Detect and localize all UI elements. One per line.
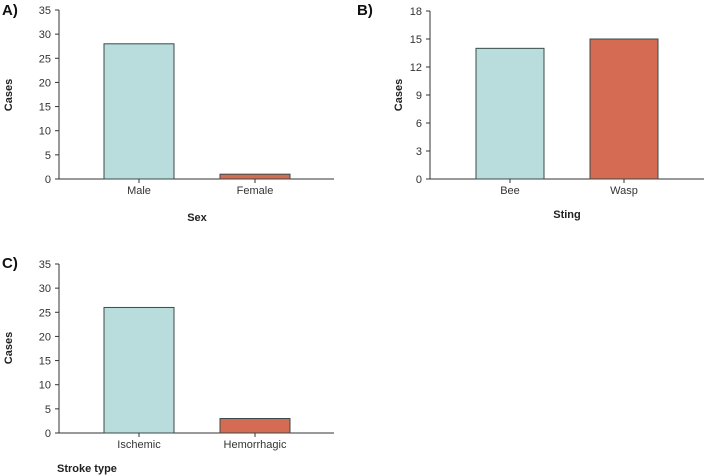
y-axis-label: Cases [393,79,405,111]
bar-ischemic [103,306,175,434]
y-tick-label: 20 [39,77,51,89]
y-tick-label: 0 [45,174,51,186]
x-tick-label: Bee [500,185,520,197]
y-tick-label: 0 [45,428,51,440]
x-tick-label: Female [237,185,274,197]
y-tick-label: 15 [410,34,422,46]
y-tick-label: 5 [45,150,51,162]
bar-bee [475,47,545,180]
chart-sex: A) Cases Sex 0 5 10 15 20 25 30 35 Male Female [2,2,334,224]
y-axis-label: Cases [3,332,15,364]
x-axis-label: Sex [187,212,207,224]
y-axis-label: Cases [3,79,15,111]
bar-male [103,43,175,180]
y-tick-label: 15 [39,102,51,114]
y-tick-label: 30 [39,29,51,41]
y-tick-label: 10 [39,126,51,138]
y-tick-label: 25 [39,307,51,319]
chart-stroke-type: C) Cases Stroke type 0 5 10 15 20 25 30 35 Ische… [2,255,334,475]
y-tick-label: 25 [39,53,51,65]
x-tick-label: Wasp [610,185,638,197]
x-tick-label: Male [127,185,151,197]
y-tick-label: 35 [39,5,51,17]
bar-female [219,173,291,180]
panel-label-b: B) [357,2,373,19]
bar-hemorrhagic [219,418,291,434]
y-tick-label: 18 [410,6,422,18]
chart-sting: B) Cases Sting 0 3 6 9 12 15 18 Bee Wasp [357,2,704,221]
x-tick-label: Hemorrhagic [224,439,287,451]
x-axis-label: Stroke type [57,463,117,475]
bar-wasp [589,38,659,180]
y-tick-label: 30 [39,283,51,295]
y-tick-label: 10 [39,380,51,392]
x-axis-label: Sting [553,209,581,221]
y-tick-label: 20 [39,331,51,343]
y-tick-label: 0 [416,174,422,186]
y-tick-label: 12 [410,62,422,74]
y-tick-label: 3 [416,146,422,158]
panel-label-c: C) [2,255,18,272]
y-tick-label: 15 [39,356,51,368]
x-tick-label: Ischemic [117,439,161,451]
y-tick-label: 6 [416,118,422,130]
y-tick-label: 35 [39,259,51,271]
panel-label-a: A) [2,2,18,19]
y-tick-label: 9 [416,90,422,102]
y-tick-label: 5 [45,404,51,416]
